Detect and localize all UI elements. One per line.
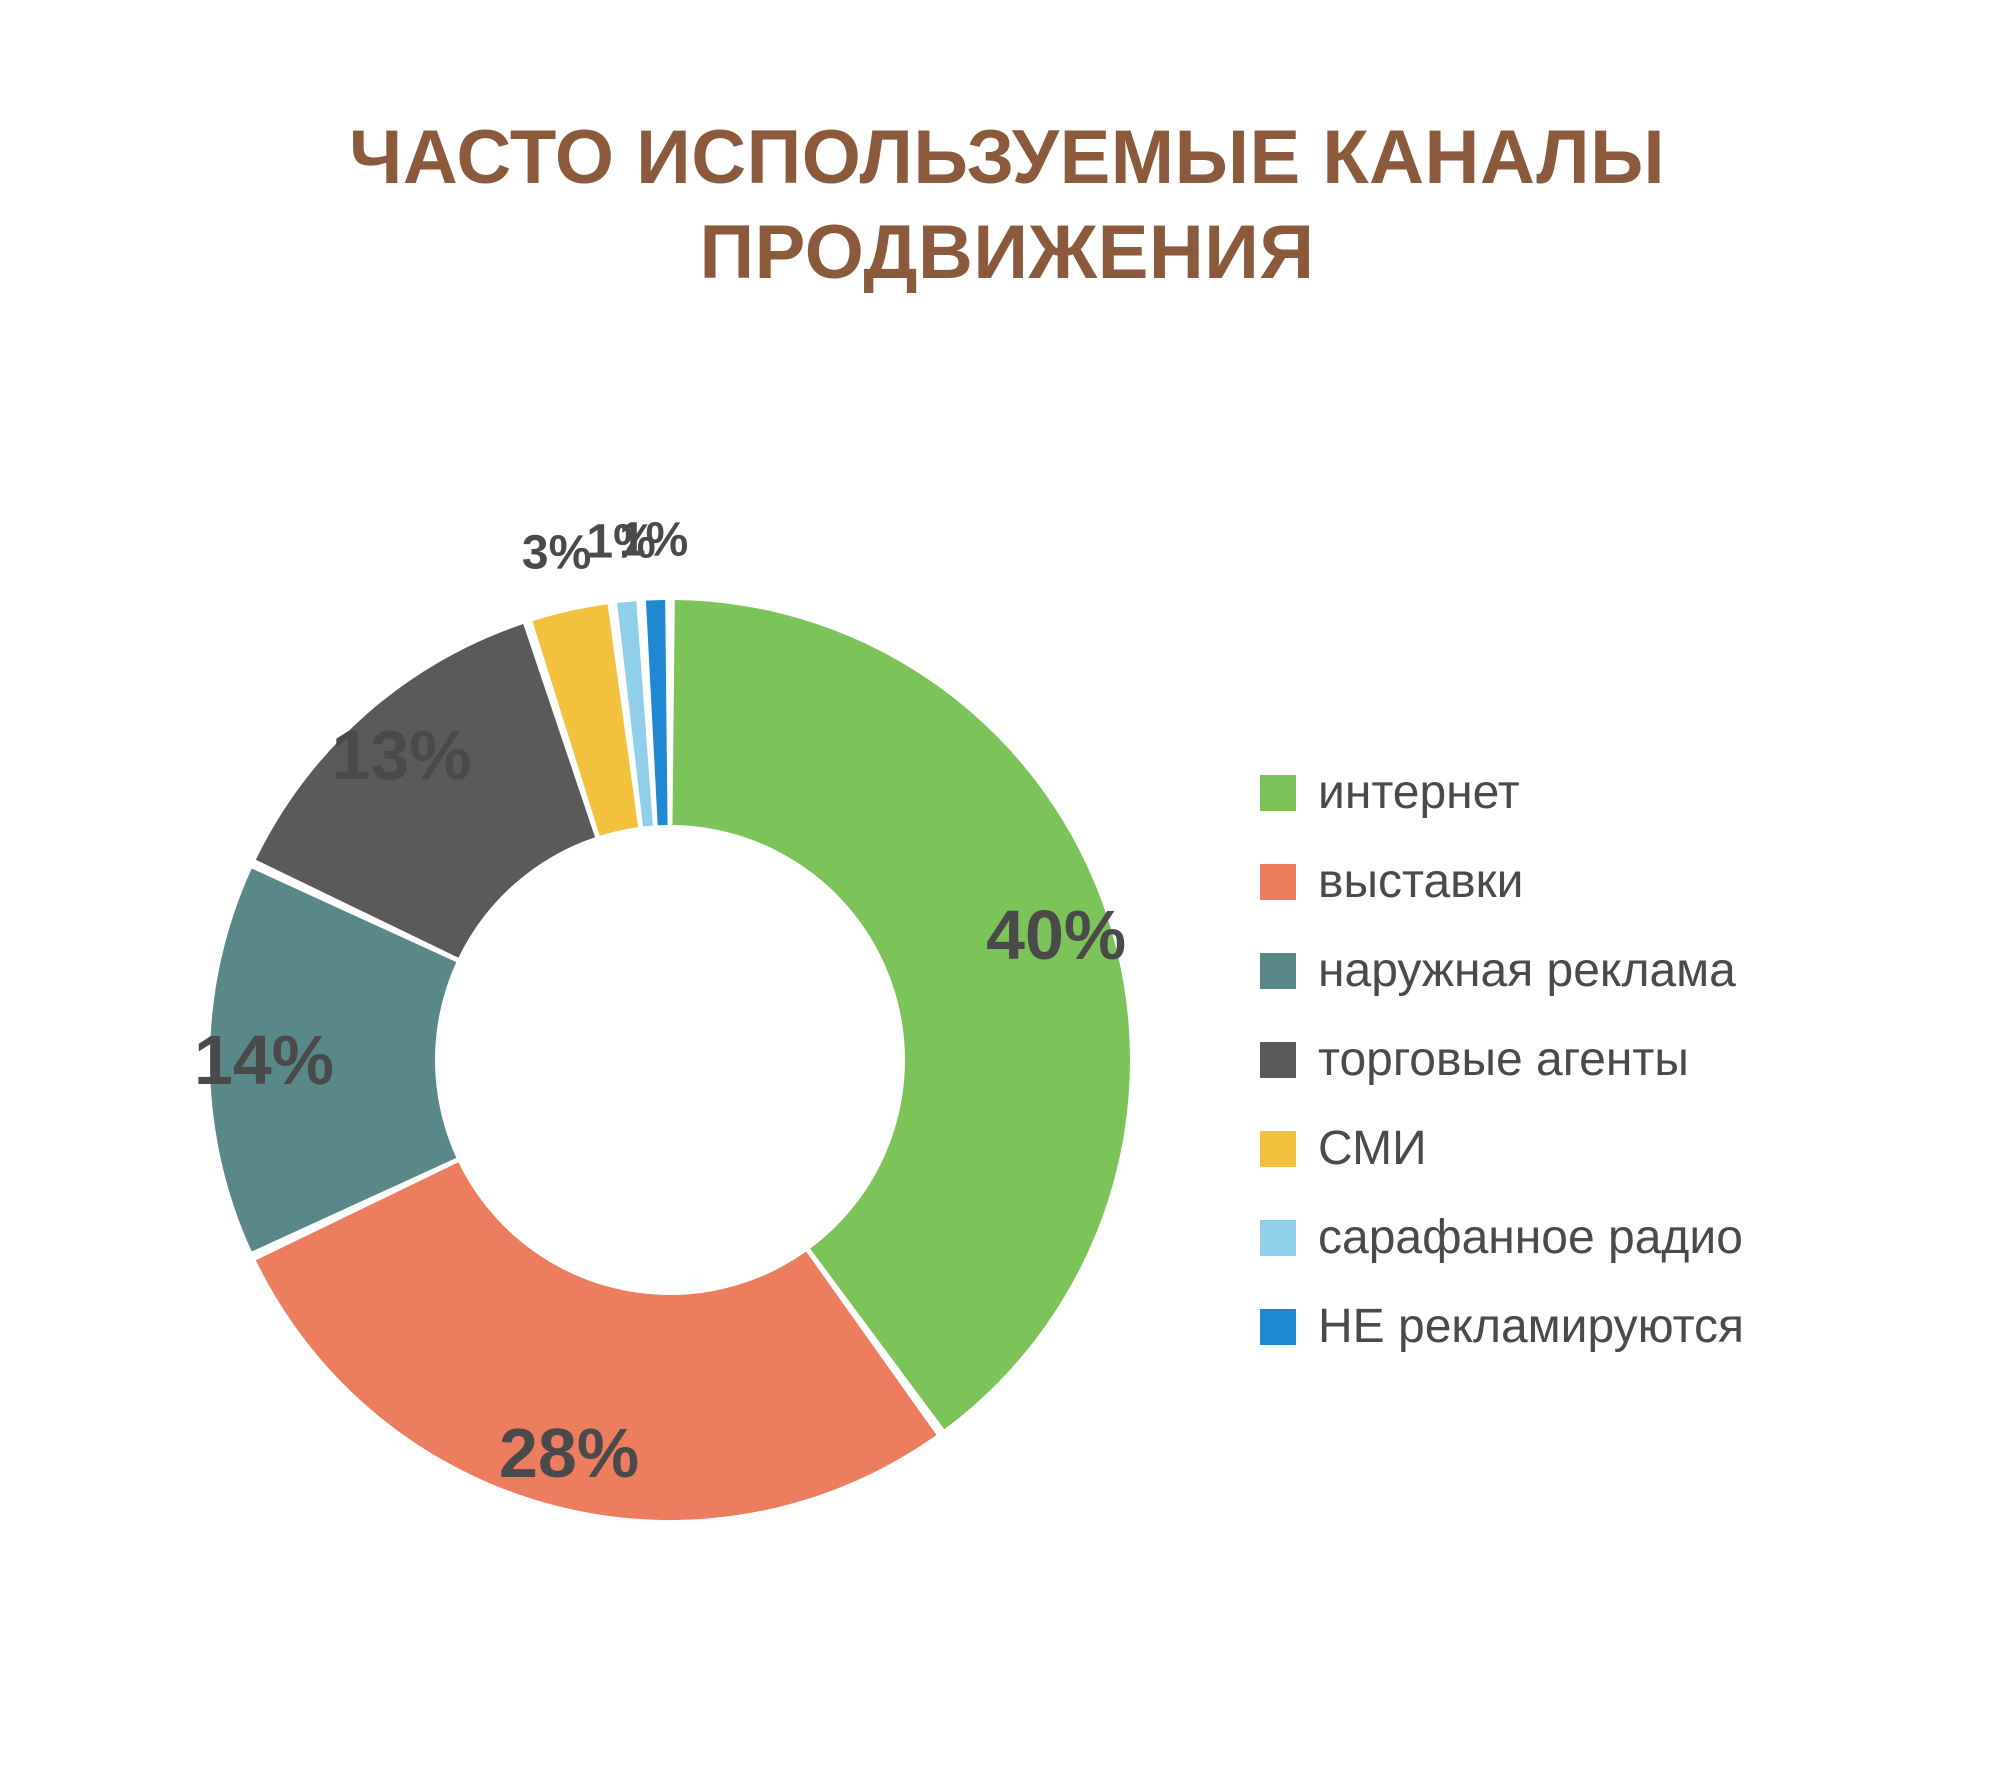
- page: ЧАСТО ИСПОЛЬЗУЕМЫЕ КАНАЛЫ ПРОДВИЖЕНИЯ 40…: [0, 0, 2014, 1777]
- legend-label: торговые агенты: [1318, 1032, 1689, 1087]
- legend-swatch: [1260, 1309, 1296, 1345]
- legend-swatch: [1260, 953, 1296, 989]
- legend-label: СМИ: [1318, 1121, 1427, 1176]
- legend-swatch: [1260, 775, 1296, 811]
- legend-swatch: [1260, 1131, 1296, 1167]
- legend-label: интернет: [1318, 765, 1520, 820]
- legend-item: выставки: [1260, 854, 1744, 909]
- slice-value-label: 40%: [986, 895, 1126, 975]
- legend-item: НЕ рекламируются: [1260, 1299, 1744, 1354]
- legend-item: наружная реклама: [1260, 943, 1744, 998]
- legend-item: интернет: [1260, 765, 1744, 820]
- legend-item: сарафанное радио: [1260, 1210, 1744, 1265]
- legend-swatch: [1260, 1042, 1296, 1078]
- slice-value-label: 1%: [619, 513, 688, 568]
- legend-label: наружная реклама: [1318, 943, 1736, 998]
- slice-value-label: 14%: [194, 1020, 334, 1100]
- chart-legend: интернет выставки наружная реклама торговые…: [1260, 765, 1744, 1354]
- chart-title: ЧАСТО ИСПОЛЬЗУЕМЫЕ КАНАЛЫ ПРОДВИЖЕНИЯ: [0, 110, 2014, 300]
- slice-value-label: 3%: [522, 525, 591, 580]
- legend-swatch: [1260, 1220, 1296, 1256]
- legend-label: сарафанное радио: [1318, 1210, 1743, 1265]
- slice-value-label: 28%: [499, 1413, 639, 1493]
- legend-label: выставки: [1318, 854, 1523, 909]
- legend-item: торговые агенты: [1260, 1032, 1744, 1087]
- donut-chart: 40%28%14%13%3%1%1%: [90, 480, 1250, 1640]
- legend-swatch: [1260, 864, 1296, 900]
- legend-item: СМИ: [1260, 1121, 1744, 1176]
- legend-label: НЕ рекламируются: [1318, 1299, 1744, 1354]
- slice-value-label: 13%: [331, 715, 471, 795]
